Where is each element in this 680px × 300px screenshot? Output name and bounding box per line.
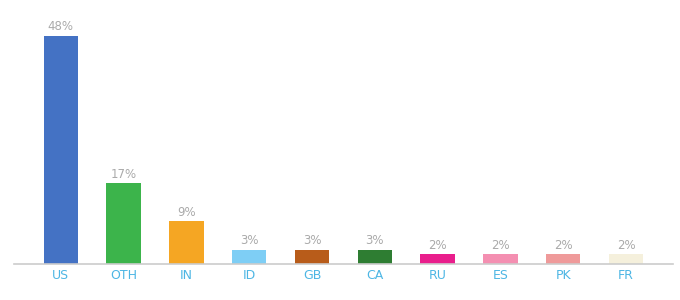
Bar (420, 254, 455, 264)
Bar (358, 250, 392, 264)
Bar (609, 254, 643, 264)
Bar (546, 254, 581, 264)
Text: 17%: 17% (111, 168, 137, 181)
Text: 2%: 2% (491, 239, 510, 252)
Bar (44, 36, 78, 264)
Text: 3%: 3% (366, 234, 384, 248)
Text: 2%: 2% (428, 239, 447, 252)
Text: 3%: 3% (303, 234, 321, 248)
Bar (483, 254, 517, 264)
Text: 3%: 3% (240, 234, 258, 248)
Text: 9%: 9% (177, 206, 196, 219)
Text: 2%: 2% (617, 239, 635, 252)
Text: 48%: 48% (48, 20, 74, 33)
Bar (294, 250, 329, 264)
Bar (106, 183, 141, 264)
Bar (232, 250, 267, 264)
Text: 2%: 2% (554, 239, 573, 252)
Bar (169, 221, 204, 264)
